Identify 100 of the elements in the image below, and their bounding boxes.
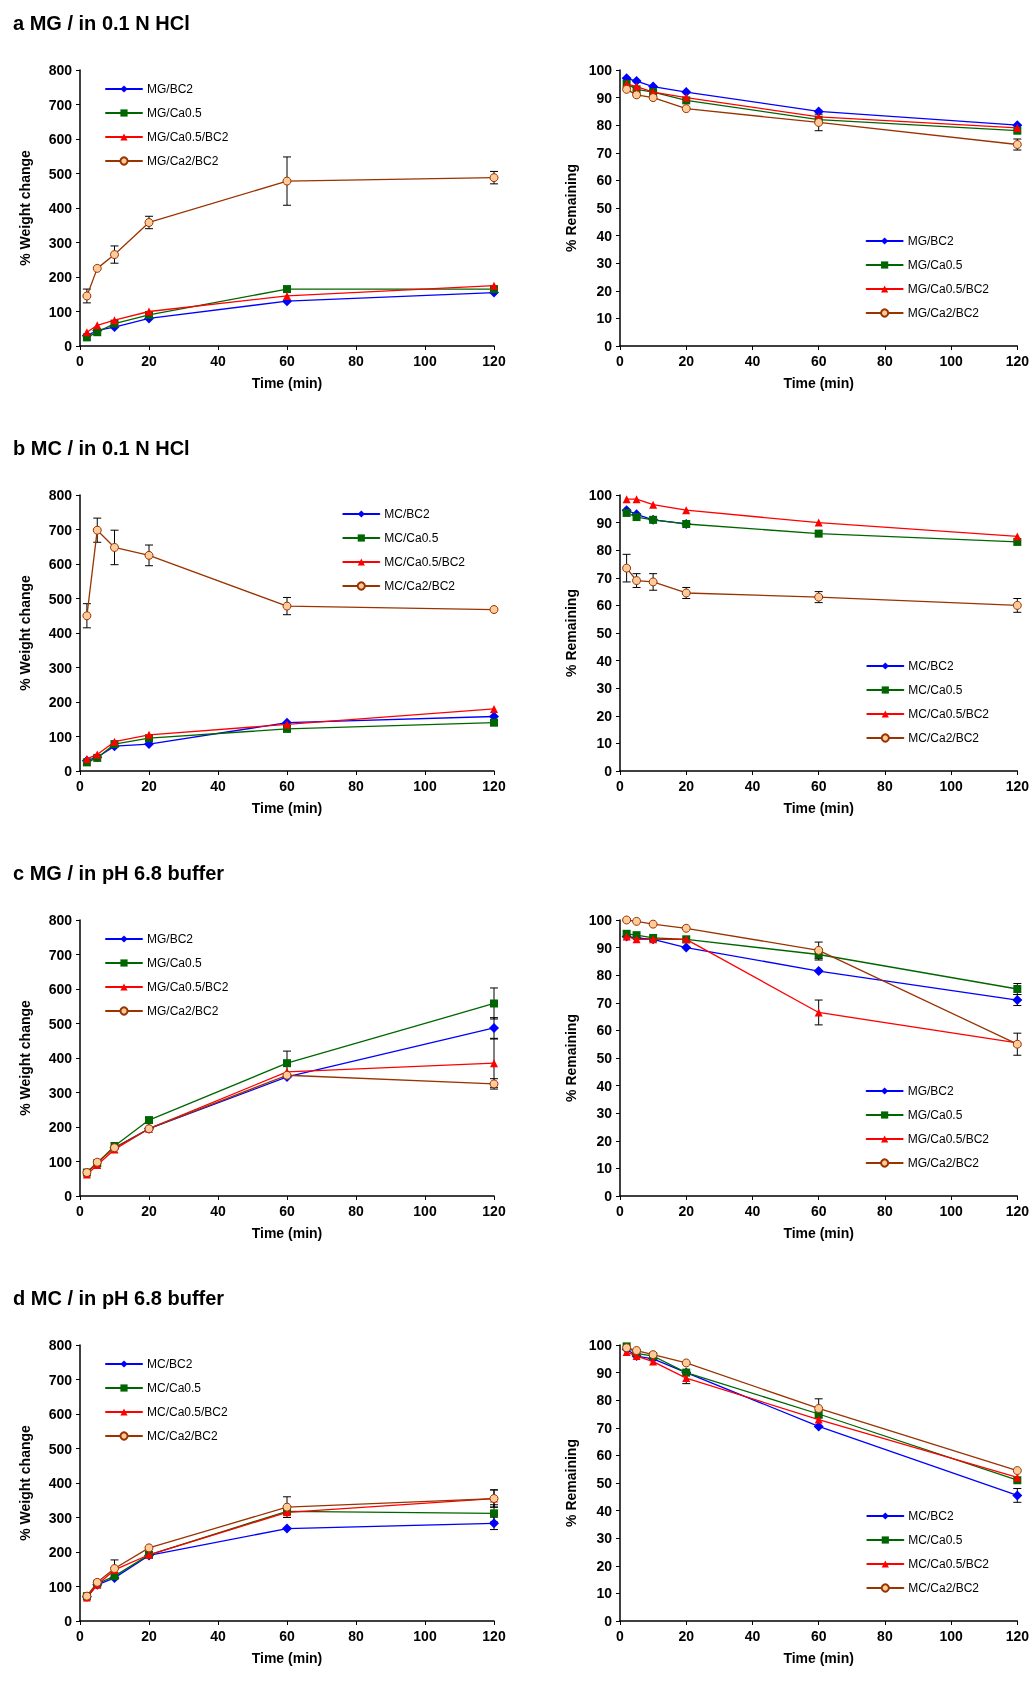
legend-label: MC/Ca0.5 [384, 531, 439, 545]
y-tick-label: 70 [596, 1419, 613, 1436]
x-tick-label: 100 [413, 778, 437, 794]
x-tick-label: 100 [413, 353, 437, 369]
y-tick-label: 800 [48, 487, 73, 503]
y-tick-label: 700 [48, 96, 73, 113]
y-tick-label: 500 [48, 1015, 73, 1032]
y-tick-label: 80 [596, 117, 613, 134]
y-axis-title: % Weight change [17, 999, 33, 1116]
legend-label: MG/BC2 [147, 932, 194, 946]
y-axis-title: % Remaining [562, 1014, 579, 1102]
y-tick-label: 700 [48, 521, 73, 538]
x-tick-label: 20 [678, 778, 695, 794]
x-tick-label: 20 [141, 353, 157, 369]
y-tick-label: 800 [48, 62, 73, 78]
x-tick-label: 120 [482, 1203, 506, 1219]
x-tick-label: 40 [210, 1203, 226, 1219]
y-tick-label: 500 [48, 590, 73, 607]
y-tick-label: 50 [596, 1050, 613, 1066]
y-axis-title: % Remaining [562, 1439, 579, 1527]
y-tick-label: 0 [604, 763, 613, 779]
x-tick-label: 0 [616, 353, 625, 369]
y-tick-label: 100 [588, 487, 613, 503]
y-tick-label: 200 [48, 1119, 73, 1135]
x-axis-title: Time (min) [251, 1650, 323, 1666]
y-tick-label: 100 [48, 728, 73, 745]
x-tick-label: 60 [810, 1203, 827, 1219]
y-tick-label: 0 [604, 1613, 613, 1629]
y-tick-label: 200 [48, 1544, 73, 1560]
x-tick-label: 20 [141, 1628, 157, 1644]
y-tick-label: 300 [48, 234, 73, 251]
legend-label: MG/Ca2/BC2 [907, 306, 980, 320]
y-tick-label: 50 [596, 625, 613, 641]
x-tick-label: 0 [76, 778, 85, 794]
x-tick-label: 120 [482, 1628, 506, 1644]
y-tick-label: 70 [596, 144, 613, 161]
y-tick-label: 40 [596, 1502, 613, 1519]
x-tick-label: 60 [810, 778, 827, 794]
y-tick-label: 500 [48, 1440, 73, 1457]
y-tick-label: 600 [48, 131, 73, 147]
x-tick-label: 80 [348, 353, 364, 369]
y-tick-label: 60 [596, 1022, 613, 1039]
x-tick-label: 120 [1005, 1628, 1030, 1644]
chart-title: c MG / in pH 6.8 buffer [13, 862, 225, 884]
y-tick-label: 20 [596, 1557, 613, 1574]
y-tick-label: 30 [596, 680, 613, 697]
y-tick-label: 100 [588, 1337, 613, 1353]
x-axis-title: Time (min) [783, 1225, 854, 1241]
y-tick-label: 80 [596, 1392, 613, 1409]
y-tick-label: 400 [48, 625, 73, 641]
y-tick-label: 50 [596, 200, 613, 216]
x-tick-label: 100 [413, 1628, 437, 1644]
x-tick-label: 0 [616, 1628, 625, 1644]
y-tick-label: 100 [48, 1578, 73, 1595]
x-tick-label: 20 [678, 1203, 695, 1219]
x-axis-title: Time (min) [251, 375, 323, 391]
y-tick-label: 30 [596, 255, 613, 272]
x-axis-title: Time (min) [251, 1225, 323, 1241]
y-tick-label: 300 [48, 1084, 73, 1101]
x-tick-label: 20 [678, 353, 695, 369]
legend-label: MG/Ca2/BC2 [907, 1156, 980, 1170]
legend-label: MC/Ca2/BC2 [908, 1581, 980, 1595]
y-axis-title: % Weight change [17, 149, 33, 266]
y-tick-label: 0 [604, 1188, 613, 1204]
x-tick-label: 20 [141, 1203, 157, 1219]
y-tick-label: 700 [48, 1371, 73, 1388]
legend-label: MC/BC2 [908, 659, 954, 673]
legend-label: MG/Ca0.5/BC2 [907, 282, 990, 296]
y-tick-label: 600 [48, 1406, 73, 1422]
y-tick-label: 10 [596, 310, 613, 327]
x-tick-label: 120 [482, 778, 506, 794]
y-tick-label: 90 [596, 89, 613, 106]
x-axis-title: Time (min) [783, 1650, 854, 1666]
x-tick-label: 80 [348, 1628, 364, 1644]
x-tick-label: 0 [616, 1203, 625, 1219]
legend-label: MC/Ca2/BC2 [908, 731, 980, 745]
x-axis-title: Time (min) [251, 800, 323, 816]
legend-label: MC/Ca0.5 [908, 683, 963, 697]
legend-label: MC/BC2 [147, 1357, 193, 1371]
legend-label: MG/Ca2/BC2 [147, 1004, 219, 1018]
y-axis-title: % Remaining [562, 589, 579, 677]
y-axis-title: % Weight change [17, 574, 33, 691]
y-tick-label: 60 [596, 597, 613, 614]
y-tick-label: 400 [48, 200, 73, 216]
x-tick-label: 100 [413, 1203, 437, 1219]
y-tick-label: 0 [604, 338, 613, 354]
x-tick-label: 0 [76, 353, 85, 369]
y-tick-label: 800 [48, 912, 73, 928]
x-tick-label: 120 [1005, 778, 1030, 794]
y-tick-label: 0 [64, 1188, 73, 1204]
x-tick-label: 120 [1005, 1203, 1030, 1219]
legend-label: MG/BC2 [147, 82, 194, 96]
x-tick-label: 60 [810, 1628, 827, 1644]
y-tick-label: 60 [596, 172, 613, 189]
y-tick-label: 40 [596, 227, 613, 244]
legend-label: MG/Ca0.5 [907, 258, 963, 272]
legend-label: MG/Ca2/BC2 [147, 154, 219, 168]
legend-label: MG/BC2 [907, 1084, 954, 1098]
y-tick-label: 20 [596, 707, 613, 724]
x-tick-label: 100 [939, 1203, 963, 1219]
